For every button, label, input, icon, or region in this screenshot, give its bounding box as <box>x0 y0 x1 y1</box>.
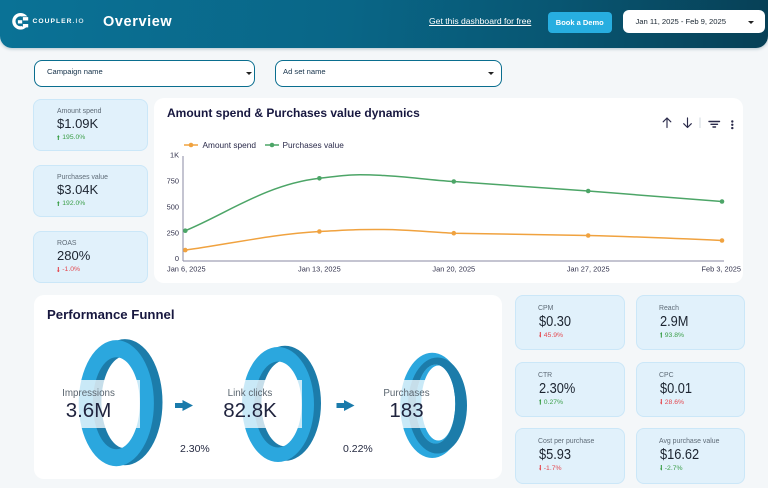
svg-text:0: 0 <box>175 254 179 263</box>
svg-text:500: 500 <box>167 203 179 212</box>
svg-text:750: 750 <box>167 176 179 185</box>
svg-text:Jan 13, 2025: Jan 13, 2025 <box>298 265 341 274</box>
svg-text:Jan 6, 2025: Jan 6, 2025 <box>167 265 206 274</box>
svg-text:Jan 27, 2025: Jan 27, 2025 <box>567 265 610 274</box>
svg-text:1K: 1K <box>170 151 179 160</box>
svg-text:250: 250 <box>167 229 179 238</box>
svg-text:Jan 20, 2025: Jan 20, 2025 <box>432 265 475 274</box>
svg-text:Feb 3, 2025: Feb 3, 2025 <box>702 265 741 274</box>
